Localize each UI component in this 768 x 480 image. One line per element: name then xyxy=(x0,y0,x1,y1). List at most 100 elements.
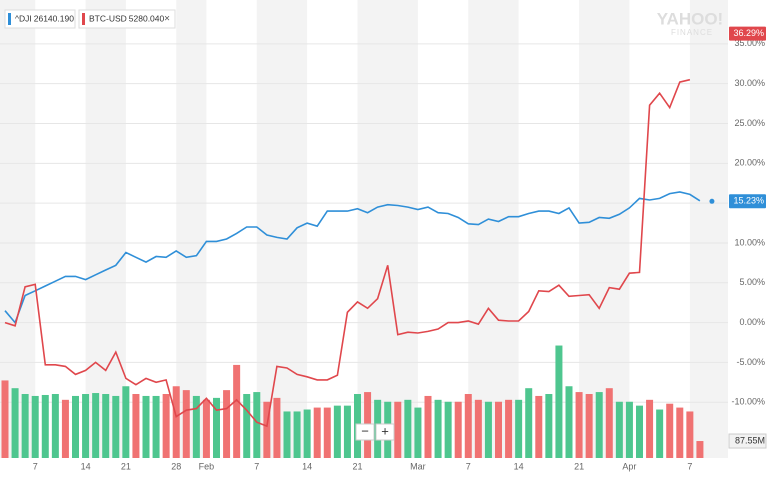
end-label: 36.29% xyxy=(733,28,764,38)
volume-bar xyxy=(233,364,241,458)
volume-bar xyxy=(202,399,210,458)
volume-bar xyxy=(31,395,39,458)
volume-bar xyxy=(253,392,261,458)
x-tick-label: 21 xyxy=(121,461,131,471)
y-tick-label: 20.00% xyxy=(734,158,765,168)
volume-bar xyxy=(102,394,110,458)
volume-bar xyxy=(182,390,190,458)
volume-bar xyxy=(505,399,513,458)
legend-close[interactable]: × xyxy=(164,14,170,25)
x-tick-label: 7 xyxy=(466,461,471,471)
x-tick-label: 14 xyxy=(81,461,91,471)
x-tick-label: 28 xyxy=(171,461,181,471)
volume-bar xyxy=(414,407,422,458)
volume-bar xyxy=(1,380,9,458)
y-tick-label: 10.00% xyxy=(734,237,765,247)
volume-bar xyxy=(646,399,654,458)
x-tick-label: 21 xyxy=(352,461,362,471)
legend-swatch xyxy=(82,13,85,25)
volume-bar xyxy=(243,394,251,458)
volume-bar xyxy=(424,395,432,458)
volume-bar xyxy=(162,394,170,458)
volume-bar xyxy=(172,386,180,458)
volume-bar xyxy=(213,397,220,458)
x-tick-label: 14 xyxy=(302,461,312,471)
volume-bar xyxy=(656,409,664,458)
y-tick-label: -10.00% xyxy=(731,397,765,407)
y-tick-label: 35.00% xyxy=(734,38,765,48)
end-dot xyxy=(709,198,715,204)
legend-name: BTC-USD xyxy=(89,13,127,23)
volume-bar xyxy=(61,399,69,458)
volume-bar xyxy=(686,411,694,458)
volume-bar xyxy=(72,395,79,458)
zoom-button[interactable] xyxy=(355,423,375,441)
volume-bar xyxy=(323,407,331,458)
volume-bar xyxy=(263,401,271,458)
legend-box[interactable] xyxy=(4,9,76,29)
x-tick-label: 7 xyxy=(33,461,38,471)
end-badge xyxy=(729,194,766,209)
volume-bar xyxy=(273,397,281,458)
series-line xyxy=(4,191,701,325)
volume-bar xyxy=(605,388,613,458)
x-tick-label: Apr xyxy=(622,461,636,471)
volume-bar xyxy=(666,403,674,458)
legend-name: ^DJI xyxy=(15,13,32,23)
stripe xyxy=(357,0,418,458)
stripe xyxy=(85,0,126,458)
volume-bar xyxy=(51,394,59,458)
x-tick-label: Mar xyxy=(410,461,426,471)
volume-bar xyxy=(555,345,563,458)
volume-bar xyxy=(333,405,341,458)
volume-bar xyxy=(11,388,19,458)
volume-bar xyxy=(82,394,90,458)
volume-bar xyxy=(696,441,704,458)
volume-bar xyxy=(343,405,351,458)
legend-swatch xyxy=(8,13,11,25)
x-tick-label: 7 xyxy=(254,461,259,471)
volume-bar xyxy=(444,401,452,458)
volume-bar xyxy=(585,394,593,458)
volume-bar xyxy=(484,401,492,458)
volume-bar xyxy=(495,401,502,458)
volume-badge xyxy=(728,433,767,449)
volume-bar xyxy=(41,394,49,458)
stripe xyxy=(579,0,630,458)
volume-bar xyxy=(394,401,402,458)
zoom-label[interactable]: + xyxy=(381,423,389,438)
volume-bar xyxy=(92,393,100,458)
volume-bar xyxy=(192,395,200,458)
volume-bar xyxy=(283,411,291,458)
x-tick-label: Feb xyxy=(199,461,215,471)
y-tick-label: 25.00% xyxy=(734,118,765,128)
y-tick-label: 30.00% xyxy=(734,78,765,88)
x-tick-label: 7 xyxy=(687,461,692,471)
volume-bar xyxy=(625,401,633,458)
x-tick-label: 21 xyxy=(574,461,584,471)
x-tick-label: 14 xyxy=(514,461,524,471)
volume-bar xyxy=(565,386,573,458)
y-tick-label: 5.00% xyxy=(739,277,765,287)
zoom-label[interactable]: − xyxy=(361,423,369,438)
volume-bar xyxy=(636,405,643,458)
volume-bar xyxy=(454,401,462,458)
volume-bar xyxy=(132,394,140,458)
volume-bar xyxy=(142,395,150,458)
stripe xyxy=(689,0,728,458)
volume-bar xyxy=(434,399,442,458)
stripe xyxy=(176,0,207,458)
y-tick-label: 0.00% xyxy=(739,317,765,327)
zoom-button[interactable] xyxy=(375,423,395,441)
volume-bar xyxy=(313,407,321,458)
legend-quote: 5280.040 xyxy=(129,13,165,23)
series-line xyxy=(4,78,691,428)
volume-bar xyxy=(303,409,311,458)
volume-bar xyxy=(21,394,29,458)
volume-label: 87.55M xyxy=(735,435,765,445)
watermark: YAHOO! xyxy=(657,9,723,28)
legend-box[interactable] xyxy=(78,9,176,29)
stripe xyxy=(256,0,308,458)
background xyxy=(0,0,728,458)
volume-bar xyxy=(122,386,130,458)
